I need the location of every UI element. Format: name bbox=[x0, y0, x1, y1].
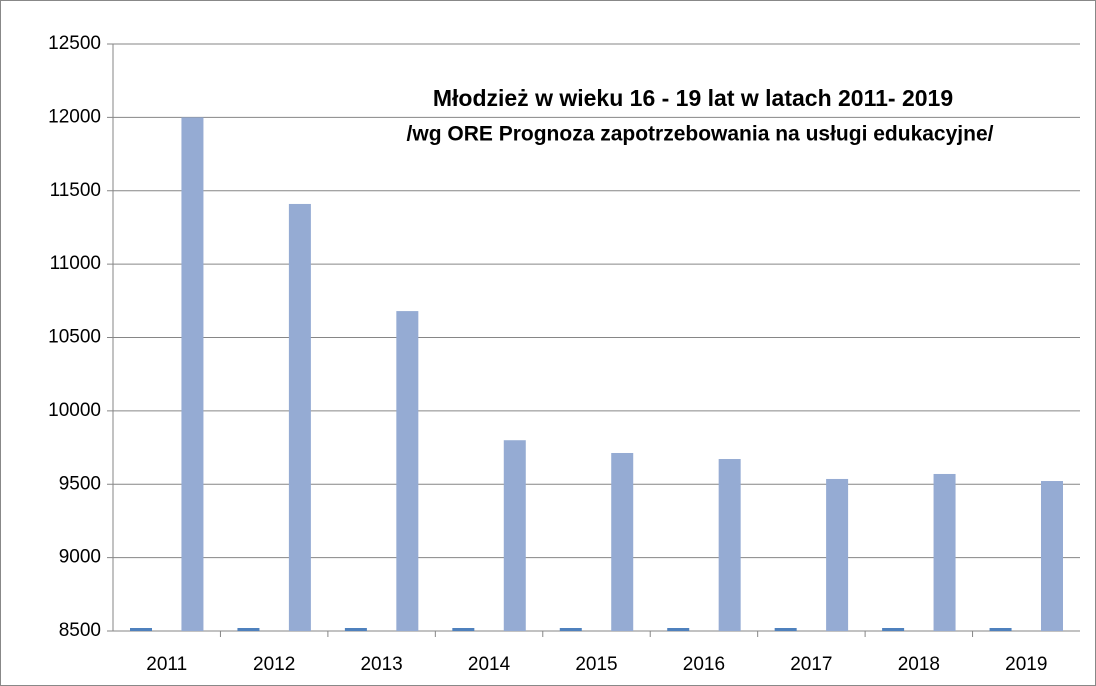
y-tick-label: 10500 bbox=[48, 327, 101, 348]
y-tick-label: 10000 bbox=[48, 400, 101, 421]
y-tick-label: 11000 bbox=[50, 253, 101, 274]
bar bbox=[503, 440, 526, 631]
y-tick-label: 9000 bbox=[59, 547, 101, 568]
x-tick-label: 2012 bbox=[253, 654, 295, 675]
x-tick-label: 2017 bbox=[790, 654, 832, 675]
x-tick-label: 2018 bbox=[898, 654, 940, 675]
y-tick-label: 9500 bbox=[59, 473, 101, 494]
bar bbox=[130, 628, 152, 631]
bar bbox=[611, 452, 634, 631]
y-tick-label: 11500 bbox=[50, 180, 101, 201]
x-tick-label: 2011 bbox=[146, 654, 187, 675]
bar bbox=[989, 628, 1012, 631]
x-tick-label: 2019 bbox=[1005, 654, 1047, 675]
bar bbox=[288, 203, 311, 631]
bar bbox=[826, 478, 849, 631]
bar bbox=[237, 628, 260, 631]
bar bbox=[667, 628, 690, 631]
y-tick-label: 8500 bbox=[59, 620, 101, 641]
bar bbox=[396, 311, 419, 631]
bar bbox=[933, 473, 956, 631]
y-tick-label: 12500 bbox=[48, 33, 101, 54]
x-tick-label: 2013 bbox=[360, 654, 402, 675]
chart-subtitle: /wg ORE Prognoza zapotrzebowania na usłu… bbox=[407, 123, 994, 146]
bar bbox=[181, 117, 204, 631]
chart-title: Młodzież w wieku 16 - 19 lat w latach 20… bbox=[433, 85, 953, 111]
x-tick-label: 2016 bbox=[683, 654, 725, 675]
bar bbox=[882, 628, 905, 631]
bar bbox=[774, 628, 797, 631]
y-tick-label: 12000 bbox=[48, 106, 101, 127]
bar bbox=[1041, 481, 1063, 631]
bar bbox=[718, 459, 741, 631]
bar bbox=[344, 628, 367, 631]
x-tick-label: 2015 bbox=[575, 654, 617, 675]
bar bbox=[452, 628, 475, 631]
bar bbox=[559, 628, 582, 631]
x-tick-label: 2014 bbox=[468, 654, 511, 675]
